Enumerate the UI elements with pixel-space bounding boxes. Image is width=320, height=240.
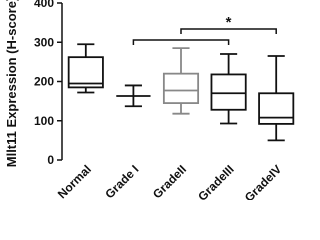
y-tick-label: 400 xyxy=(34,0,54,10)
y-tick-label: 200 xyxy=(34,75,54,89)
y-tick-label: 300 xyxy=(34,35,54,49)
y-tick-label: 100 xyxy=(34,114,54,128)
significance-marker: * xyxy=(226,14,232,31)
y-tick-label: 0 xyxy=(47,153,54,167)
significance-bracket xyxy=(180,28,277,34)
x-tick-label: Normal xyxy=(55,162,94,200)
box xyxy=(258,92,295,125)
y-axis-label: Mllt11 Expression (H-score) xyxy=(4,0,19,167)
box xyxy=(67,56,104,89)
box xyxy=(162,72,200,104)
significance-bracket xyxy=(132,39,230,45)
x-tick-label: Grade I xyxy=(102,162,141,200)
x-tick-label: GradeIV xyxy=(242,162,284,200)
box xyxy=(210,73,247,111)
chart: Mllt11 Expression (H-score) 0 100 200 300 40… xyxy=(4,0,295,200)
x-tick-label: GradeII xyxy=(150,162,189,200)
x-tick-label: GradeIII xyxy=(195,162,236,200)
